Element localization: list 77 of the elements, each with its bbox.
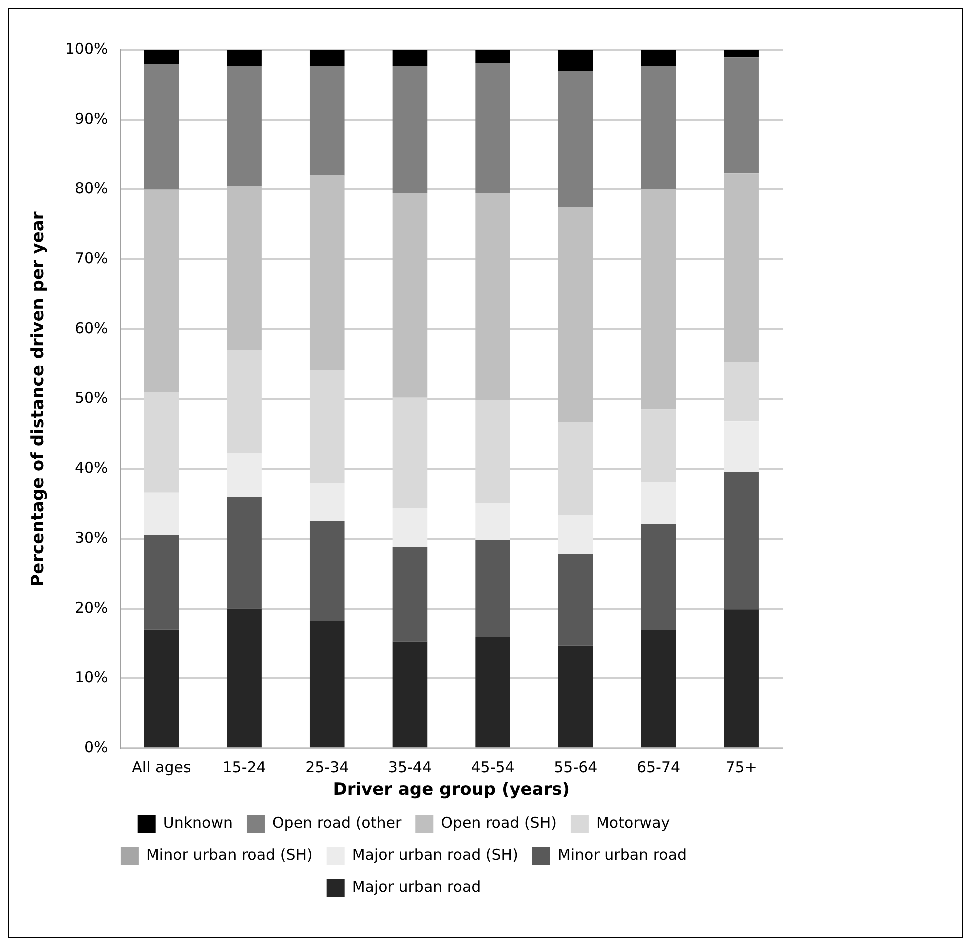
y-tick-label: 80% [74,180,108,198]
bar [724,472,759,610]
y-tick-label: 70% [74,249,108,268]
x-tick-label: All ages [132,758,192,776]
bar [392,547,428,642]
x-tick-label: 55-64 [554,758,598,776]
bar [724,610,759,748]
bar [144,190,180,392]
bar [310,483,345,522]
bar [641,66,676,190]
x-axis-title: Driver age group (years) [333,780,570,800]
x-tick-label: 75+ [726,758,758,776]
legend-label: Major urban road (SH) [352,846,518,864]
bar [144,492,180,536]
bar [476,63,510,194]
x-tick-label: 15-24 [222,758,266,776]
bar [724,422,759,472]
bar [641,630,676,748]
bar [310,66,345,176]
legend-label: Motorway [596,814,670,832]
bar [724,58,759,174]
bar [641,482,676,524]
y-tick-label: 40% [74,459,108,478]
bar [144,64,180,190]
bar [227,50,262,66]
bar [310,621,345,748]
bar [392,642,428,748]
bar [310,176,345,370]
bar [310,50,345,66]
bar [476,50,510,64]
bar [227,186,262,350]
x-tick-label: 35-44 [388,758,432,776]
legend-label: Minor urban road (SH) [146,846,313,864]
bar [144,50,180,64]
legend-label: Open road (other [272,814,402,832]
y-tick-label: 30% [74,528,108,547]
bar [558,515,594,554]
bar [476,503,510,540]
bar [476,540,510,638]
bar [227,497,262,609]
x-tick-label: 25-34 [306,758,350,776]
legend-label: Open road (SH) [441,814,557,832]
y-tick-label: 50% [74,389,108,408]
bar [724,50,759,58]
bar [558,50,594,71]
y-tick-label: 100% [65,40,108,58]
bar [558,70,594,208]
bar [724,174,759,362]
legend-label: Major urban road [352,878,482,896]
bar [392,50,428,66]
bar [310,522,345,622]
bar [144,630,180,748]
bar [392,66,428,194]
y-tick-label: 60% [74,319,108,338]
bar [476,193,510,400]
y-axis-title: Percentage of distance driven per year [28,211,49,587]
y-tick-label: 20% [74,598,108,617]
bar [392,193,428,398]
legend-label: Minor urban road [558,846,688,864]
y-tick-label: 90% [74,110,108,128]
bar [476,638,510,748]
bar [227,608,262,748]
bar [227,454,262,498]
y-tick-label: 10% [74,668,108,687]
bar [641,189,676,410]
x-tick-label: 45-54 [471,758,515,776]
bar [144,536,180,630]
x-tick-label: 65-74 [636,758,681,776]
bar [392,508,428,548]
bar [558,646,594,748]
y-tick-label: 0% [84,738,108,756]
legend-label: Unknown [163,814,233,832]
bar [558,554,594,646]
bar [227,66,262,186]
bar [641,524,676,631]
bar [641,50,676,66]
bar [558,207,594,422]
